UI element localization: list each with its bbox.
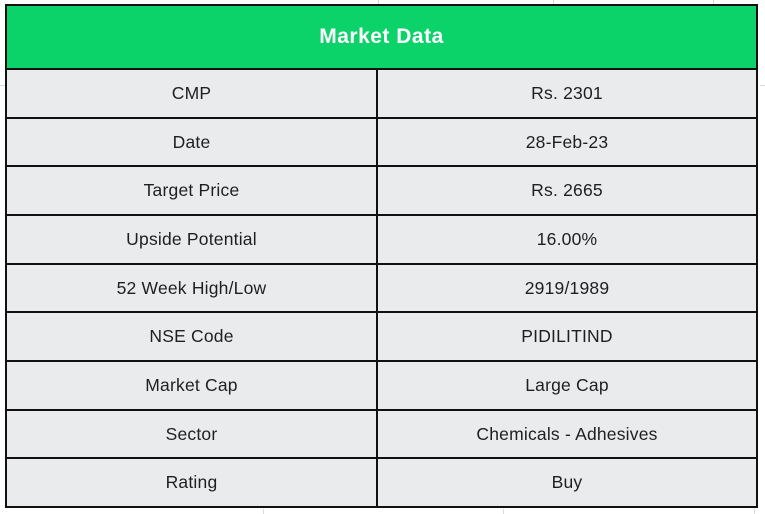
row-value-upside-potential: 16.00% [378, 216, 756, 263]
row-label-upside-potential: Upside Potential [7, 216, 378, 263]
row-value-market-cap: Large Cap [378, 362, 756, 409]
row-value-52-week-high-low: 2919/1989 [378, 264, 756, 312]
gridline-bottom-1 [263, 509, 264, 514]
table-row-nse-code: NSE Code PIDILITIND [7, 313, 756, 363]
row-value-rating: Buy [378, 459, 756, 507]
row-label-sector: Sector [7, 410, 378, 458]
table-row-target-price: Target Price Rs. 2665 [7, 167, 756, 217]
table-row-52-week-high-low: 52 Week High/Low 2919/1989 [7, 264, 756, 314]
gridline-top-1 [378, 0, 379, 4]
gridline-bottom-2 [503, 509, 504, 514]
market-data-table: Market Data CMP Rs. 2301 Date 28-Feb-23 … [5, 4, 758, 508]
table-title: Market Data [7, 6, 756, 70]
table-row-upside-potential: Upside Potential 16.00% [7, 216, 756, 265]
row-label-date: Date [7, 118, 378, 166]
row-label-market-cap: Market Cap [7, 362, 378, 409]
row-label-rating: Rating [7, 459, 378, 507]
table-row-date: Date 28-Feb-23 [7, 118, 756, 168]
table-row-rating: Rating Buy [7, 459, 756, 507]
row-label-nse-code: NSE Code [7, 313, 378, 361]
row-label-cmp: CMP [7, 70, 378, 117]
row-value-target-price: Rs. 2665 [378, 167, 756, 215]
row-value-date: 28-Feb-23 [378, 118, 756, 166]
table-row-sector: Sector Chemicals - Adhesives [7, 410, 756, 460]
row-label-target-price: Target Price [7, 167, 378, 215]
row-value-sector: Chemicals - Adhesives [378, 410, 756, 458]
gridline-top-2 [553, 0, 554, 4]
gridline-bottom-3 [754, 509, 755, 514]
row-label-52-week-high-low: 52 Week High/Low [7, 264, 378, 312]
gridline-top-3 [713, 0, 714, 4]
gridline-right-1 [760, 85, 765, 86]
table-row-cmp: CMP Rs. 2301 [7, 70, 756, 119]
table-row-market-cap: Market Cap Large Cap [7, 362, 756, 411]
row-value-nse-code: PIDILITIND [378, 313, 756, 361]
gridline-left-1 [0, 85, 5, 86]
row-value-cmp: Rs. 2301 [378, 70, 756, 117]
